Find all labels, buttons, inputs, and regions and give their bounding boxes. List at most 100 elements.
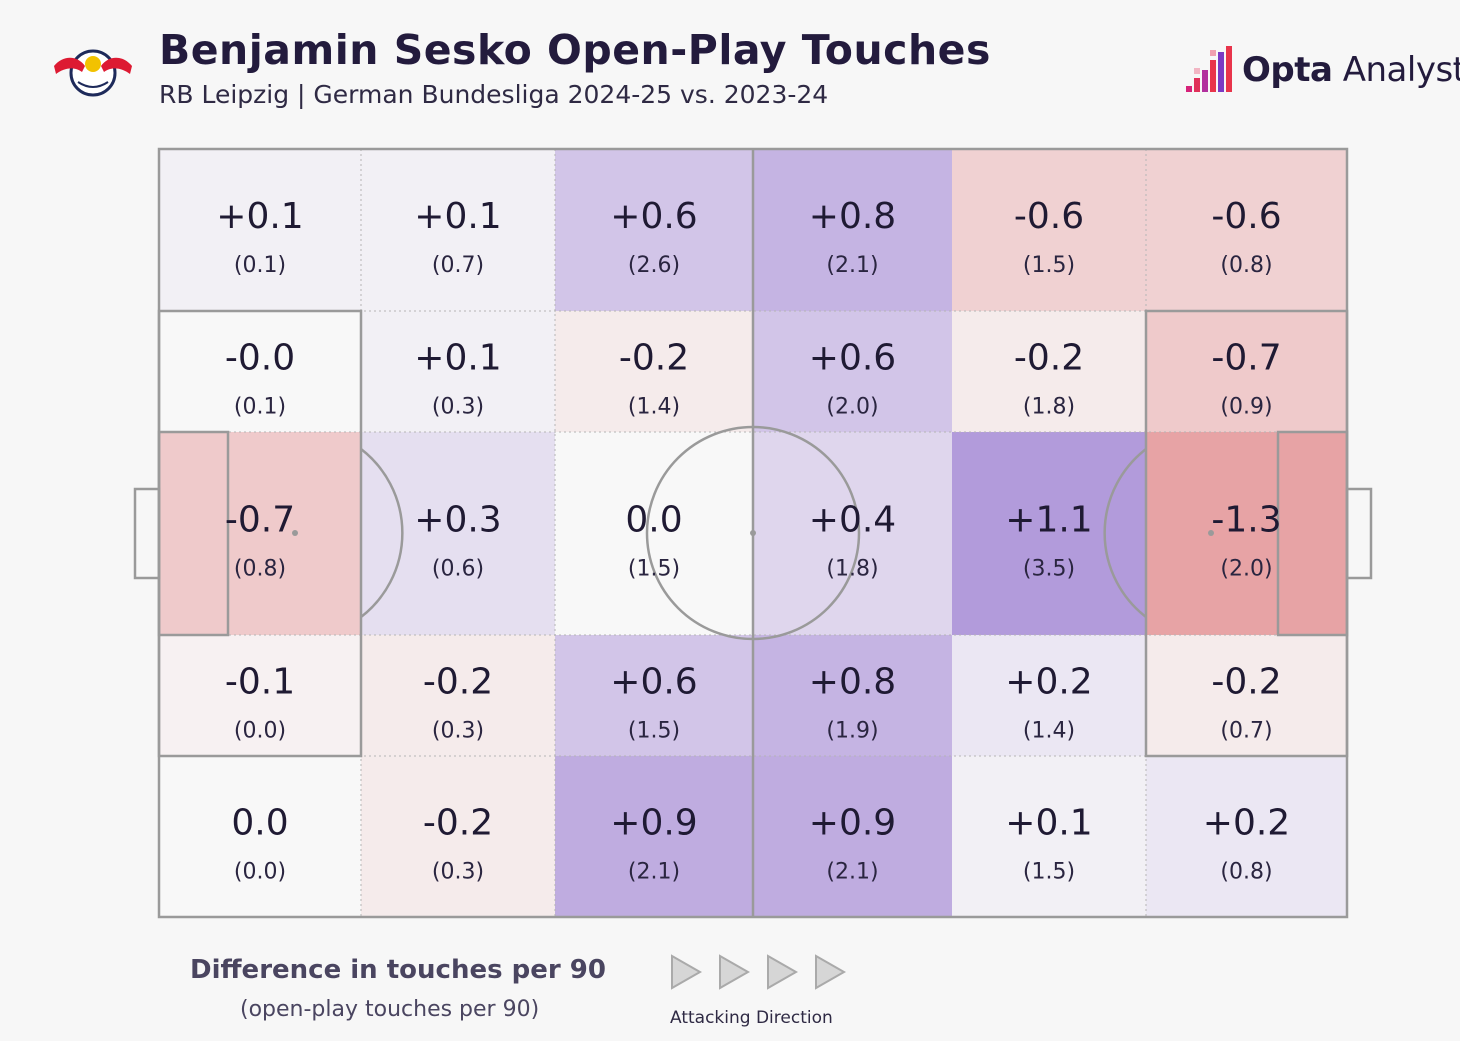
- heatmap-cell: [361, 756, 555, 917]
- cell-difference-label: -0.6: [1211, 196, 1281, 237]
- play-arrow-icon: [815, 954, 847, 990]
- cell-difference-label: 0.0: [625, 500, 682, 541]
- heatmap-cell: [1146, 311, 1347, 432]
- left-penalty-spot: [292, 530, 298, 536]
- heatmap-cell: [952, 311, 1146, 432]
- heatmap-cell: [159, 149, 361, 311]
- cell-touches-label: (0.3): [432, 395, 484, 420]
- legend-title: Difference in touches per 90: [190, 955, 606, 985]
- cell-touches-label: (0.7): [432, 253, 484, 278]
- cell-touches-label: (0.8): [1220, 860, 1272, 885]
- cell-touches-label: (0.1): [234, 395, 286, 420]
- cell-touches-label: (1.8): [826, 557, 878, 582]
- brand-light: Analyst: [1332, 50, 1460, 90]
- cell-touches-label: (0.3): [432, 719, 484, 744]
- cell-touches-label: (0.0): [234, 719, 286, 744]
- cell-touches-label: (2.6): [628, 253, 680, 278]
- centre-spot: [750, 530, 756, 536]
- right-goal: [1345, 487, 1373, 580]
- cell-difference-label: +0.1: [216, 196, 303, 237]
- pitch-heatmap: +0.1 (0.1) +0.1 (0.7) +0.6 (2.6) +0.8 (2.1) -0.6…: [133, 147, 1373, 919]
- brand-bold: Opta: [1242, 50, 1333, 90]
- left-penalty-arc: [360, 448, 404, 618]
- cell-touches-label: (2.0): [1220, 557, 1272, 582]
- cell-touches-label: (0.7): [1220, 719, 1272, 744]
- heatmap-cell: [361, 311, 555, 432]
- cell-difference-label: +0.1: [414, 338, 501, 379]
- heatmap-cell: [159, 432, 361, 635]
- heatmap-cell: [361, 432, 555, 635]
- cell-difference-label: -0.2: [423, 662, 493, 703]
- cell-difference-label: -0.2: [1014, 338, 1084, 379]
- cell-touches-label: (2.1): [628, 860, 680, 885]
- cell-difference-label: +0.2: [1203, 803, 1290, 844]
- cell-difference-label: +0.9: [610, 803, 697, 844]
- cell-difference-label: -0.7: [1211, 338, 1281, 379]
- cell-touches-label: (2.1): [826, 253, 878, 278]
- legend-subtitle: (open-play touches per 90): [240, 997, 540, 1022]
- heatmap-cell: [753, 149, 952, 311]
- play-arrow-icon: [719, 954, 751, 990]
- heatmap-cell: [753, 311, 952, 432]
- heatmap-cell: [952, 149, 1146, 311]
- heatmap-cell: [361, 635, 555, 756]
- cell-difference-label: -0.6: [1014, 196, 1084, 237]
- heatmap-cell: [555, 756, 753, 917]
- cell-difference-label: -0.1: [225, 662, 295, 703]
- cell-difference-label: -1.3: [1211, 500, 1281, 541]
- cell-difference-label: -0.2: [1211, 662, 1281, 703]
- cell-touches-label: (1.5): [628, 557, 680, 582]
- play-arrow-icon: [671, 954, 703, 990]
- heatmap-cell: [753, 756, 952, 917]
- cell-touches-label: (0.9): [1220, 395, 1272, 420]
- right-penalty-arc: [1103, 448, 1147, 618]
- cell-touches-label: (1.8): [1023, 395, 1075, 420]
- cell-touches-label: (0.3): [432, 860, 484, 885]
- cell-difference-label: +0.6: [809, 338, 896, 379]
- cell-difference-label: +0.1: [1005, 803, 1092, 844]
- heatmap-cell: [555, 432, 753, 635]
- heatmap-cell: [555, 635, 753, 756]
- cell-touches-label: (0.6): [432, 557, 484, 582]
- cell-difference-label: -0.7: [225, 500, 295, 541]
- cell-difference-label: -0.0: [225, 338, 295, 379]
- cell-difference-label: +0.8: [809, 662, 896, 703]
- heatmap-cell: [159, 311, 361, 432]
- cell-touches-label: (1.5): [628, 719, 680, 744]
- cell-difference-label: +1.1: [1005, 500, 1092, 541]
- left-goal: [133, 487, 161, 580]
- cell-difference-label: +0.6: [610, 662, 697, 703]
- heatmap-cell: [753, 432, 952, 635]
- heatmap-cell: [159, 635, 361, 756]
- heatmap-cell: [159, 756, 361, 917]
- heatmap-cell: [555, 311, 753, 432]
- cell-touches-label: (1.5): [1023, 860, 1075, 885]
- centre-circle: [645, 425, 861, 641]
- heatmap-cell: [361, 149, 555, 311]
- heatmap-cell: [753, 635, 952, 756]
- cell-difference-label: -0.2: [619, 338, 689, 379]
- chart-subtitle: RB Leipzig | German Bundesliga 2024-25 v…: [159, 80, 829, 109]
- cell-touches-label: (2.1): [826, 860, 878, 885]
- chart-title: Benjamin Sesko Open-Play Touches: [159, 26, 991, 74]
- cell-touches-label: (1.5): [1023, 253, 1075, 278]
- right-penalty-spot: [1208, 530, 1214, 536]
- cell-difference-label: +0.1: [414, 196, 501, 237]
- heatmap-cell: [1146, 635, 1347, 756]
- cell-difference-label: +0.3: [414, 500, 501, 541]
- cell-touches-label: (2.0): [826, 395, 878, 420]
- cell-difference-label: +0.4: [809, 500, 896, 541]
- opta-bar-icon: [1186, 46, 1232, 92]
- cell-difference-label: +0.2: [1005, 662, 1092, 703]
- heatmap-cell: [952, 756, 1146, 917]
- cell-difference-label: 0.0: [231, 803, 288, 844]
- cell-difference-label: +0.6: [610, 196, 697, 237]
- cell-touches-label: (0.8): [1220, 253, 1272, 278]
- heatmap-cell: [952, 432, 1146, 635]
- attacking-direction-label: Attacking Direction: [670, 1008, 833, 1028]
- cell-difference-label: +0.8: [809, 196, 896, 237]
- cell-touches-label: (0.1): [234, 253, 286, 278]
- cell-touches-label: (0.8): [234, 557, 286, 582]
- cell-touches-label: (1.9): [826, 719, 878, 744]
- cell-touches-label: (3.5): [1023, 557, 1075, 582]
